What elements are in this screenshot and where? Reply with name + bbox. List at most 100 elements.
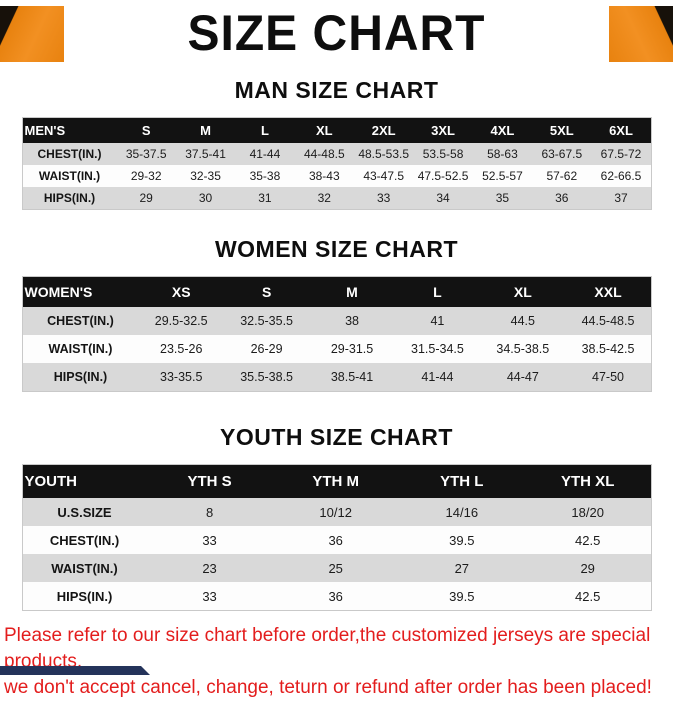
size-value-cell: 32.5-35.5: [240, 314, 294, 328]
size-value-cell: 38.5-41: [330, 370, 374, 384]
men-section-heading: MAN SIZE CHART: [234, 77, 439, 103]
size-column-header: YTH S: [146, 464, 273, 498]
women-size-section: WOMEN SIZE CHART WOMEN'S XS S M L XL XXL CHEST(…: [0, 236, 673, 392]
size-value-cell: 32: [317, 191, 331, 205]
table-row: HIPS(IN.) 33-35.5 35.5-38.5 38.5-41 41-44 44-…: [22, 363, 651, 392]
size-value-cell: 37: [614, 191, 628, 205]
table-title-cell: WOMEN'S: [22, 276, 139, 307]
size-value-cell: 47.5-52.5: [417, 169, 469, 183]
size-value-cell: 34: [436, 191, 450, 205]
table-row: WAIST(IN.) 29-32 32-35 35-38 38-43 43-47.5 47.…: [22, 165, 651, 187]
size-value-cell: 32-35: [190, 169, 221, 183]
table-row: WAIST(IN.) 23.5-26 26-29 29-31.5 31.5-34.5 34…: [22, 335, 651, 363]
size-column-header: M: [175, 117, 236, 143]
size-value-cell: 33: [202, 588, 217, 604]
table-row: CHEST(IN.) 33 36 39.5 42.5: [22, 526, 651, 554]
size-value-cell: 8: [205, 504, 214, 520]
size-column-header: 4XL: [472, 117, 533, 143]
size-value-cell: 35.5-38.5: [240, 370, 294, 384]
size-value-cell: 29.5-32.5: [154, 314, 208, 328]
size-column-header: XL: [294, 117, 354, 143]
row-label: WAIST(IN.): [51, 560, 118, 576]
size-value-cell: 39.5: [449, 532, 475, 548]
size-value-cell: 23.5-26: [160, 342, 203, 356]
size-value-cell: 33: [202, 532, 217, 548]
size-value-cell: 53.5-58: [422, 147, 464, 161]
row-label: U.S.SIZE: [57, 504, 112, 520]
size-column-header: 3XL: [413, 117, 473, 143]
row-label: HIPS(IN.): [56, 588, 113, 604]
size-value-cell: 42.5: [575, 532, 601, 548]
women-section-heading: WOMEN SIZE CHART: [214, 236, 459, 262]
size-value-cell: 38: [345, 314, 359, 328]
table-header-row: MEN'S S M L XL 2XL 3XL 4XL 5XL 6XL: [22, 117, 651, 143]
youth-size-section: YOUTH SIZE CHART YOUTH YTH S YTH M YTH L YTH…: [0, 424, 673, 611]
size-column-header: S: [223, 276, 310, 307]
men-size-table: MEN'S S M L XL 2XL 3XL 4XL 5XL 6XL CHEST(IN.) 35-37…: [21, 117, 652, 210]
table-row: U.S.SIZE 8 10/12 14/16 18/20: [22, 498, 651, 526]
size-value-cell: 47-50: [592, 370, 624, 384]
size-value-cell: 29: [580, 560, 595, 576]
size-value-cell: 41: [430, 314, 445, 328]
size-value-cell: 23: [202, 560, 217, 576]
size-value-cell: 31.5-34.5: [411, 342, 464, 356]
size-column-header: M: [309, 276, 395, 307]
size-value-cell: 10/12: [319, 504, 352, 520]
youth-section-heading: YOUTH SIZE CHART: [220, 424, 453, 450]
row-label: HIPS(IN.): [43, 191, 96, 205]
size-column-header: XL: [480, 276, 566, 307]
size-value-cell: 42.5: [575, 588, 601, 604]
size-value-cell: 43-47.5: [363, 169, 405, 183]
size-column-header: YTH L: [398, 464, 525, 498]
corner-decoration-top-right: [609, 6, 673, 62]
size-column-header: S: [116, 117, 176, 143]
size-value-cell: 35-38: [249, 169, 281, 183]
table-header-row: WOMEN'S XS S M L XL XXL: [22, 276, 651, 307]
size-value-cell: 38-43: [308, 169, 340, 183]
size-value-cell: 36: [555, 191, 569, 205]
size-value-cell: 25: [328, 560, 343, 576]
row-label: WAIST(IN.): [38, 169, 101, 183]
size-value-cell: 62-66.5: [600, 169, 642, 183]
table-row: HIPS(IN.) 33 36 39.5 42.5: [22, 582, 651, 611]
size-value-cell: 18/20: [571, 504, 604, 520]
size-value-cell: 37.5-41: [185, 147, 226, 161]
row-label: HIPS(IN.): [53, 370, 108, 384]
size-column-header: L: [235, 117, 295, 143]
size-column-header: L: [394, 276, 481, 307]
size-value-cell: 29-31.5: [330, 342, 374, 356]
size-column-header: 6XL: [591, 117, 651, 143]
size-value-cell: 44.5-48.5: [581, 314, 635, 328]
corner-decoration-top-left: [0, 6, 64, 62]
size-column-header: YTH XL: [524, 464, 651, 498]
size-column-header: XXL: [565, 276, 651, 307]
size-column-header: XS: [138, 276, 224, 307]
men-size-section: MAN SIZE CHART MEN'S S M L XL 2XL 3XL 4XL 5XL 6XL…: [0, 77, 673, 210]
table-title-cell: YOUTH: [22, 464, 147, 498]
size-column-header: 5XL: [532, 117, 592, 143]
size-value-cell: 63-67.5: [541, 147, 583, 161]
size-value-cell: 41-44: [421, 370, 454, 384]
row-label: WAIST(IN.): [48, 342, 113, 356]
size-value-cell: 39.5: [449, 588, 475, 604]
row-label: CHEST(IN.): [49, 532, 120, 548]
row-label: CHEST(IN.): [37, 147, 102, 161]
size-value-cell: 36: [328, 532, 343, 548]
size-value-cell: 57-62: [546, 169, 578, 183]
size-value-cell: 41-44: [249, 147, 281, 161]
table-row: WAIST(IN.) 23 25 27 29: [22, 554, 651, 582]
size-value-cell: 29-32: [130, 169, 162, 183]
size-value-cell: 44.5: [510, 314, 535, 328]
size-value-cell: 30: [198, 191, 213, 205]
size-value-cell: 44-48.5: [303, 147, 345, 161]
size-value-cell: 52.5-57: [482, 169, 523, 183]
size-value-cell: 44-47: [506, 370, 539, 384]
size-value-cell: 26-29: [250, 342, 283, 356]
size-value-cell: 48.5-53.5: [358, 147, 410, 161]
size-value-cell: 31: [258, 191, 272, 205]
footer-disclaimer: Please refer to our size chart before or…: [4, 623, 673, 701]
size-value-cell: 67.5-72: [600, 147, 642, 161]
size-value-cell: 35-37.5: [125, 147, 167, 161]
youth-size-table: YOUTH YTH S YTH M YTH L YTH XL U.S.SIZE 8 10/12…: [21, 464, 652, 611]
corner-decoration-bottom-left: [0, 666, 150, 675]
